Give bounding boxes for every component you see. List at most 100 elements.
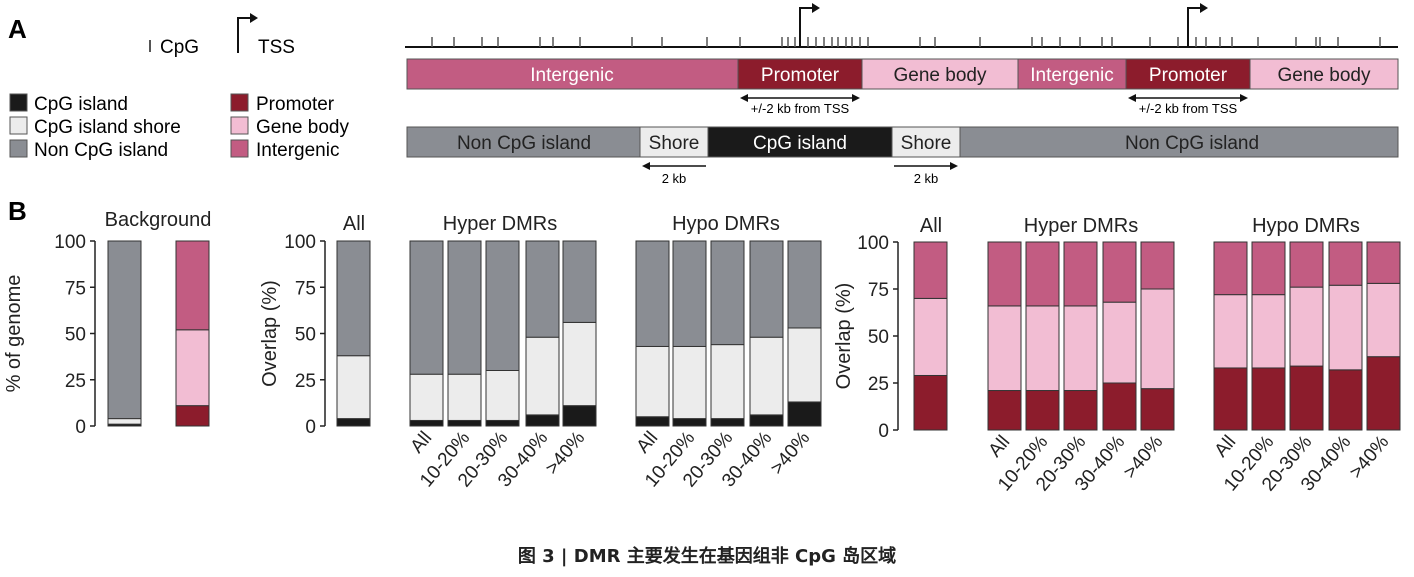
bar-segment [749, 414, 784, 427]
bar-segment [409, 419, 444, 427]
y-tick-label: 75 [295, 278, 316, 299]
bar-segment [1289, 365, 1324, 431]
x-tick-label: >40% [1346, 432, 1394, 483]
bar-segment [710, 344, 745, 420]
y-tick-label: 0 [75, 417, 86, 438]
segment-promoter [1125, 58, 1251, 90]
segment-label: Promoter [1149, 65, 1228, 86]
y-tick-label: 25 [868, 374, 889, 395]
legend: CpG island CpG island shore Non CpG isla… [9, 93, 349, 161]
group-label: Hyper DMRs [443, 213, 557, 235]
panel-a-label: A [8, 14, 27, 44]
segment-label: Gene body [894, 65, 987, 86]
bar-segment [175, 405, 210, 427]
bar-segment [1289, 241, 1324, 288]
x-tick-label: All [407, 428, 437, 458]
y-axis-label: % of genome [3, 275, 25, 393]
bar-segment [1251, 294, 1286, 369]
y-tick-label: 100 [857, 233, 889, 254]
legend-label-promoter: Promoter [256, 94, 335, 115]
genome-track [405, 3, 1398, 48]
legend-swatch-intergenic [230, 139, 249, 158]
y-tick-label: 0 [305, 417, 316, 438]
chart-title: Background [105, 209, 212, 231]
bar-segment [1140, 241, 1175, 290]
bar-segment [1102, 241, 1137, 303]
bar-segment [1213, 241, 1248, 296]
bar-segment [1063, 390, 1098, 431]
group-label: Hypo DMRs [672, 213, 780, 235]
y-tick-label: 75 [868, 280, 889, 301]
group-label: All [343, 213, 365, 235]
segment-label: Non CpG island [1125, 133, 1259, 154]
bar-segment [1328, 241, 1363, 286]
bar-segment [913, 241, 948, 299]
x-tick-label: >40% [1120, 432, 1168, 483]
legend-label-intergenic: Intergenic [256, 140, 339, 161]
bar-segment [485, 419, 520, 427]
x-tick-label: >40% [767, 428, 815, 479]
bar-segment [787, 327, 822, 403]
bar-segment [1366, 241, 1401, 284]
segment-gene-body [1249, 58, 1399, 90]
bar-segment [336, 418, 371, 427]
bar-segment [1366, 282, 1401, 358]
tss-key-icon [237, 17, 252, 53]
bar-segment [525, 336, 560, 416]
group-label: Hypo DMRs [1252, 215, 1360, 237]
bar-segment [525, 240, 560, 338]
bar-segment [787, 240, 822, 329]
tss-key-label: TSS [258, 37, 295, 58]
bar-segment [672, 345, 707, 420]
bar-segment [1102, 382, 1137, 431]
annotation-track: Intergenic Promoter Gene body Intergenic… [406, 58, 1399, 116]
bar-segment [987, 390, 1022, 431]
bar-segment [635, 416, 670, 427]
y-tick-label: 75 [65, 278, 86, 299]
bar-segment [672, 240, 707, 347]
tss-marker-2 [1187, 7, 1202, 47]
bar-segment [447, 373, 482, 421]
segment-label: Shore [649, 133, 700, 154]
bar-segment [562, 240, 597, 323]
bar-segment [1251, 367, 1286, 431]
bar-segment [710, 418, 745, 427]
bar-segment [749, 336, 784, 416]
bar-segment [1213, 294, 1248, 369]
y-tick-label: 0 [878, 421, 889, 442]
bar-segment [336, 240, 371, 357]
legend-label-non-cpg: Non CpG island [34, 140, 168, 161]
x-tick-label: >40% [542, 428, 590, 479]
bar-segment [1063, 241, 1098, 307]
segment-label: Gene body [1278, 65, 1371, 86]
background-chart: 0 25 50 75 100 % of genome Background [3, 209, 211, 438]
bar-segment [562, 405, 597, 427]
segment-promoter [737, 58, 863, 90]
segment-shore [639, 126, 709, 158]
segment-label: Intergenic [530, 65, 613, 86]
promoter-span-label: +/-2 kb from TSS [751, 101, 850, 116]
y-axis-label: Overlap (%) [259, 280, 281, 387]
bar-segment [1140, 288, 1175, 390]
segment-shore [891, 126, 961, 158]
cpg-ticks [431, 37, 1381, 47]
bar-segment [409, 240, 444, 375]
y-tick-label: 50 [295, 325, 316, 346]
bar-segment [525, 414, 560, 427]
figure-caption: 图 3 | DMR 主要发生在基因组非 CpG 岛区域 [517, 546, 897, 567]
bar-segment [913, 374, 948, 431]
y-tick-label: 25 [65, 371, 86, 392]
bar-segment [1102, 301, 1137, 384]
bar-segment [1289, 286, 1324, 367]
x-tick-label: All [633, 428, 663, 458]
bar-segment [987, 305, 1022, 392]
segment-label: Shore [901, 133, 952, 154]
bar-segment [1025, 305, 1060, 392]
bar-segment [1140, 388, 1175, 431]
x-tick-label: All [1211, 432, 1241, 462]
bar-segment [749, 240, 784, 338]
legend-label-shore: CpG island shore [34, 117, 181, 138]
x-tick-label: All [985, 432, 1015, 462]
segment-cpg-island [707, 126, 893, 158]
bar-segment [485, 240, 520, 371]
